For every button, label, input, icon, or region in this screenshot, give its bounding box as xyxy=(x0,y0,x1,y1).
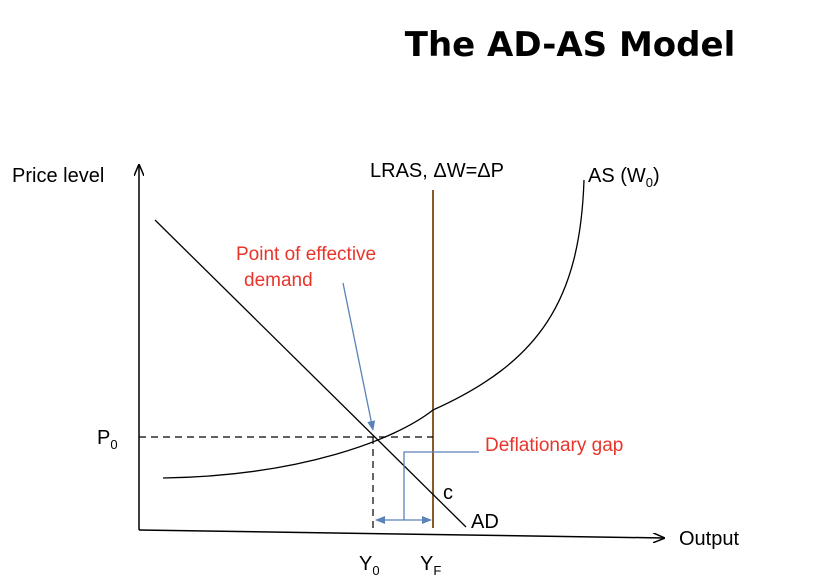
as-curve xyxy=(162,179,585,479)
x-axis-label: Output xyxy=(679,528,739,550)
ad-line xyxy=(154,219,467,528)
page-title: The AD-AS Model xyxy=(405,25,735,65)
deflationary-gap-label: Deflationary gap xyxy=(485,435,623,456)
effective-demand-label-line2: demand xyxy=(244,270,313,291)
yf-label: YF xyxy=(420,553,441,578)
effective-demand-label-line1: Point of effective xyxy=(236,244,376,265)
y-axis-label: Price level xyxy=(12,165,104,187)
point-c-label: c xyxy=(443,482,453,504)
deflationary-gap-connector xyxy=(403,451,479,520)
p0-label: P0 xyxy=(97,427,118,452)
effective-demand-arrow xyxy=(342,282,376,431)
as-label: AS (W0) xyxy=(588,165,660,190)
x-axis xyxy=(138,529,664,538)
ad-label: AD xyxy=(471,511,499,533)
y0-label: Y0 xyxy=(359,553,380,578)
lras-label: LRAS, ΔW=ΔP xyxy=(370,160,504,182)
